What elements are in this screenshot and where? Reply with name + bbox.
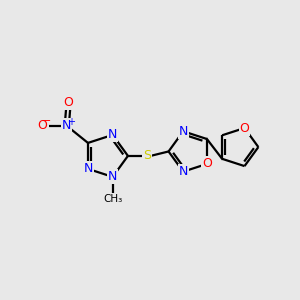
Text: N: N (178, 125, 188, 138)
Text: S: S (143, 149, 151, 162)
Text: N: N (83, 162, 93, 176)
Text: N: N (62, 119, 71, 132)
Text: CH₃: CH₃ (103, 194, 122, 204)
Text: +: + (67, 117, 75, 127)
Text: N: N (178, 165, 188, 178)
Text: O: O (63, 96, 73, 109)
Text: −: − (41, 116, 51, 125)
Text: O: O (38, 119, 48, 132)
Text: O: O (202, 158, 212, 170)
Text: N: N (108, 170, 117, 183)
Text: N: N (108, 128, 117, 141)
Text: O: O (240, 122, 250, 134)
